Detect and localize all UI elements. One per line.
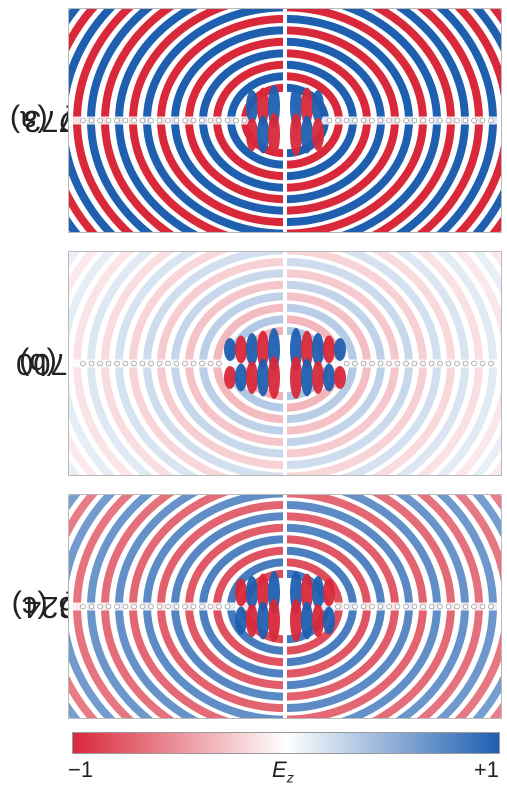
field-map-panel-c	[68, 494, 502, 719]
panel-c-label: (c) Q = 6624	[11, 589, 120, 625]
colorbar-min-label: −1	[68, 757, 94, 782]
colorbar-max-label: +1	[473, 757, 499, 782]
field-map-panel-b	[68, 251, 502, 476]
panel-a-label: (a) Q = 1773	[9, 103, 120, 139]
colorbar-field-label: Ez	[272, 757, 294, 785]
field-map-panel-a	[68, 8, 502, 233]
panel-b-label: (b) Q = 28700	[15, 346, 129, 382]
colorbar	[72, 732, 500, 754]
